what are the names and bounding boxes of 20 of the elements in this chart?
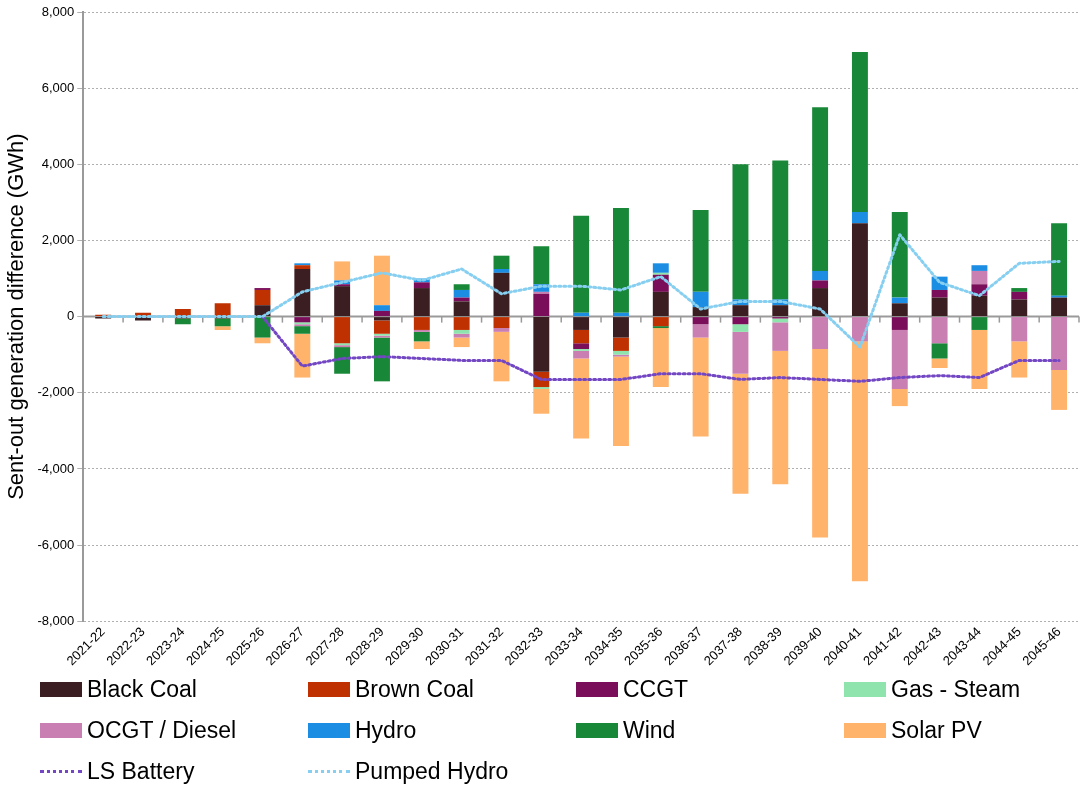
- y-tick-label: 2,000: [41, 232, 75, 248]
- legend-label: Solar PV: [891, 716, 982, 744]
- y-tick-label: -2,000: [37, 384, 75, 400]
- y-axis-title: Sent-out generation difference (GWh): [3, 133, 29, 500]
- y-tick-label: 0: [67, 308, 75, 324]
- legend-label: Black Coal: [87, 675, 197, 703]
- y-tick-label: 6,000: [41, 79, 75, 95]
- y-tick-label: 4,000: [41, 155, 75, 171]
- legend-label: OCGT / Diesel: [87, 716, 237, 744]
- legend-label: LS Battery: [87, 757, 195, 785]
- y-tick-label: 8,000: [41, 3, 75, 19]
- legend-label: Wind: [623, 716, 676, 744]
- legend-label: Brown Coal: [355, 675, 474, 703]
- legend-label: Pumped Hydro: [355, 757, 509, 785]
- y-tick-label: -4,000: [37, 460, 75, 476]
- legend-label: Gas - Steam: [891, 675, 1021, 703]
- legend-label: Hydro: [355, 716, 417, 744]
- y-tick-label: -8,000: [37, 612, 75, 628]
- y-tick-label: -6,000: [37, 536, 75, 552]
- legend-label: CCGT: [623, 675, 689, 703]
